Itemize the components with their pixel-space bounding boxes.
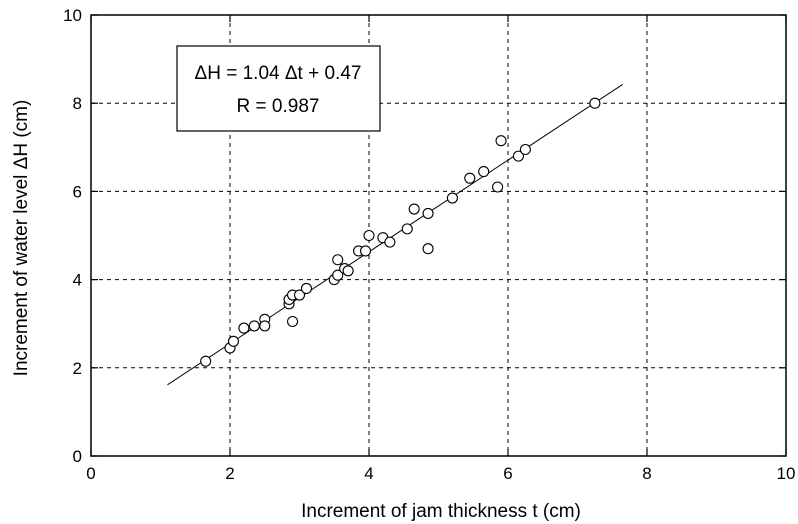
- x-tick-label: 8: [642, 464, 651, 483]
- data-point: [332, 254, 344, 266]
- y-tick-label: 6: [73, 182, 82, 201]
- data-point: [342, 265, 354, 277]
- plot-frame: [90, 14, 787, 457]
- data-point: [495, 135, 507, 147]
- fit-line-group: [167, 83, 623, 386]
- data-point: [401, 223, 413, 235]
- data-point: [589, 97, 601, 109]
- r-value-line: R = 0.987: [237, 96, 320, 117]
- x-tick-label: 6: [503, 464, 512, 483]
- y-tick-label: 10: [63, 6, 82, 25]
- x-tick-label: 2: [225, 464, 234, 483]
- data-point: [286, 315, 299, 328]
- data-point: [300, 282, 313, 294]
- y-axis-label: Increment of water level ΔH (cm): [11, 100, 32, 377]
- y-tick-label: 0: [73, 447, 82, 466]
- y-tick-label: 8: [73, 94, 82, 113]
- data-point: [408, 203, 420, 215]
- data-point: [519, 143, 531, 156]
- y-tick-label: 4: [73, 271, 82, 290]
- x-axis-label: Increment of jam thickness t (cm): [301, 501, 581, 522]
- data-point: [359, 245, 372, 257]
- data-point: [478, 166, 490, 178]
- data-point: [259, 320, 271, 332]
- y-tick-label: 2: [73, 359, 82, 378]
- data-point: [492, 181, 504, 193]
- equation-box-frame: [176, 45, 381, 132]
- tick-marks: [90, 14, 787, 457]
- data-point: [422, 243, 434, 255]
- data-point: [384, 236, 396, 248]
- x-tick-label: 0: [86, 464, 95, 483]
- equation-box: ΔH = 1.04 Δt + 0.47 R = 0.987: [176, 45, 381, 132]
- data-point: [363, 229, 375, 242]
- data-point: [464, 172, 476, 184]
- regression-line: [167, 83, 623, 386]
- data-point: [422, 207, 434, 219]
- data-points: [200, 97, 601, 367]
- data-point: [200, 355, 212, 367]
- data-point: [512, 150, 524, 162]
- data-point: [248, 320, 260, 332]
- data-point: [227, 335, 240, 347]
- x-tick-label: 10: [777, 464, 796, 483]
- tick-labels: 0 2 4 6 8 10 0 2 4 6 8 10: [63, 6, 795, 483]
- x-tick-label: 4: [364, 464, 373, 483]
- data-point: [332, 269, 344, 281]
- data-point: [238, 322, 250, 334]
- equation-line: ΔH = 1.04 Δt + 0.47: [195, 63, 362, 84]
- data-point: [293, 289, 306, 301]
- data-point: [446, 192, 458, 204]
